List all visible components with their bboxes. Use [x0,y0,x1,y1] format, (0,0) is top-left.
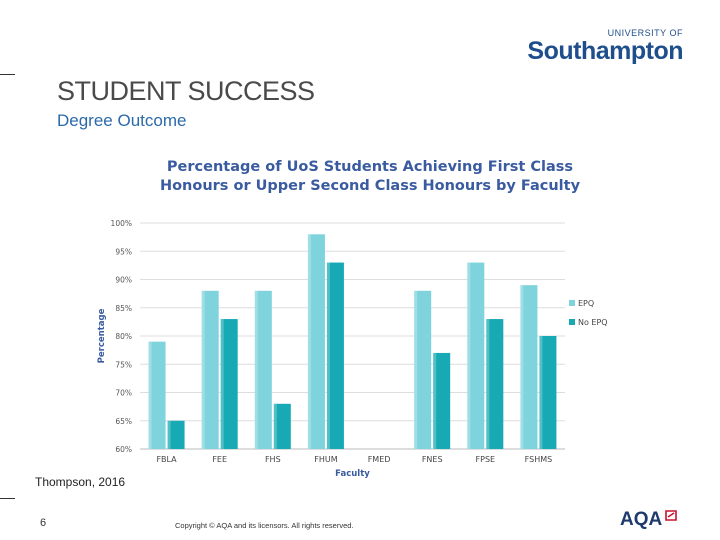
legend-swatch [569,300,575,306]
bar-epq [201,290,219,449]
bar-epq [414,290,432,449]
legend-label: No EPQ [578,318,608,327]
y-tick-label: 80% [115,332,132,341]
aqa-logo: AQA [620,509,663,530]
logo-university-of: UNIVERSITY OF [607,28,683,38]
chart-title-line-1: Percentage of UoS Students Achieving Fir… [166,159,574,175]
x-tick-label: FBLA [156,455,177,464]
left-edge-rule-bottom [0,498,15,499]
legend-label: EPQ [578,299,594,308]
y-axis-title: Percentage [97,308,107,363]
y-tick-label: 70% [115,389,132,398]
bar-highlight [486,319,490,449]
bar-highlight [467,262,471,449]
y-tick-label: 75% [115,360,132,369]
bar-highlight [148,341,152,449]
x-tick-label: FPSE [476,455,496,464]
x-tick-label: FNES [422,455,443,464]
bar-no-epq [486,319,504,449]
slide-subtitle: Degree Outcome [57,111,187,130]
x-tick-label: FEE [212,455,227,464]
bar-highlight [414,290,418,449]
bar-highlight [273,403,277,449]
bar-epq [467,262,485,449]
slide-title: STUDENT SUCCESS [57,76,315,106]
x-tick-label: FSHMS [525,455,553,464]
bar-highlight [539,336,543,449]
aqa-logo-mark-icon [665,510,677,521]
legend-swatch [569,319,575,325]
chart-title-line-2: Honours or Upper Second Class Honours by… [159,178,581,194]
bar-no-epq [167,420,185,449]
bar-epq [254,290,272,449]
university-logo: UNIVERSITY OF Southampton [527,28,683,64]
citation: Thompson, 2016 [35,475,126,489]
page-number: 6 [40,517,47,529]
logo-southampton: Southampton [527,37,683,65]
x-axis-title: Faculty [335,469,370,479]
bar-highlight [326,262,330,449]
x-tick-label: FHS [265,455,281,464]
y-tick-label: 60% [115,445,132,454]
y-tick-label: 85% [115,304,132,313]
bar-no-epq [220,319,238,449]
left-edge-rule-top [0,74,15,75]
bar-no-epq [273,403,291,449]
bar-highlight [220,319,224,449]
bar-highlight [433,352,437,449]
bar-highlight [307,234,311,449]
y-tick-label: 90% [115,276,132,285]
y-tick-label: 65% [115,417,132,426]
bar-no-epq [433,352,451,449]
bar-epq [520,285,538,449]
y-tick-label: 95% [115,247,132,256]
bar-no-epq [326,262,344,449]
bar-highlight [254,290,258,449]
bar-highlight [201,290,205,449]
y-tick-label: 100% [111,219,132,228]
bar-epq [307,234,325,449]
x-tick-label: FHUM [314,455,337,464]
bar-highlight [167,420,171,449]
copyright-notice: Copyright © AQA and its licensors. All r… [175,521,354,530]
bar-highlight [520,285,524,449]
x-tick-label: FMED [368,455,391,464]
bar-epq [148,341,166,449]
bar-no-epq [539,336,557,449]
